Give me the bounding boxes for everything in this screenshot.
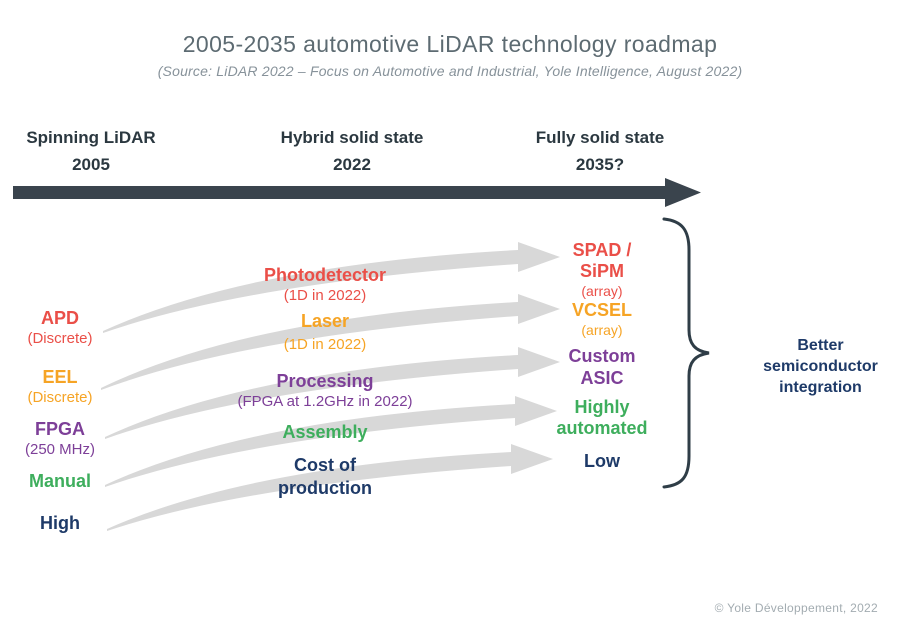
row-left-label: APD [40, 308, 79, 328]
brace-label: Better semiconductor integration [763, 337, 878, 396]
row-right-note: (array) [581, 283, 623, 299]
right-highly-automated: Highly automated [537, 397, 667, 439]
row-right-note: (array) [581, 322, 623, 338]
mid-laser: Laser (1D in 2022) [220, 311, 430, 354]
row-right-label: SPAD / SiPM [572, 240, 632, 281]
left-apd: APD (Discrete) [0, 308, 120, 348]
row-mid-label: Laser [300, 311, 350, 331]
stage-hybrid-solid-state: Hybrid solid state 2022 [252, 127, 452, 176]
row-mid-note: (1D in 2022) [283, 336, 367, 353]
row-left-label: FPGA [34, 419, 85, 439]
right-brace-icon [662, 217, 710, 489]
mid-processing: Processing (FPGA at 1.2GHz in 2022) [220, 371, 430, 411]
row-left-note: (Discrete) [27, 389, 93, 406]
stage-label: Fully solid state [535, 128, 665, 147]
timeline-arrow-icon [13, 178, 701, 207]
left-manual: Manual [0, 471, 120, 492]
row-mid-label: Photodetector [263, 265, 386, 285]
row-right-label: VCSEL [571, 300, 632, 320]
trend-arrow-icon [105, 396, 557, 487]
mid-assembly: Assembly [220, 422, 430, 443]
right-low: Low [537, 451, 667, 472]
page-subtitle: (Source: LiDAR 2022 – Focus on Automotiv… [157, 63, 743, 79]
footer-credit: © Yole Développement, 2022 [714, 601, 878, 615]
trend-arrow-icon [107, 444, 553, 531]
right-vcsel: VCSEL (array) [537, 300, 667, 340]
stage-spinning-lidar: Spinning LiDAR 2005 [0, 127, 182, 176]
row-mid-label: Cost of production [278, 455, 372, 498]
mid-photodetector: Photodetector (1D in 2022) [220, 265, 430, 305]
row-right-label: Low [584, 451, 620, 471]
stage-year: 2035? [575, 155, 625, 174]
row-mid-note: (FPGA at 1.2GHz in 2022) [237, 393, 413, 410]
row-left-note: (Discrete) [27, 330, 93, 347]
trend-arrow-icon [103, 242, 560, 333]
left-eel: EEL (Discrete) [0, 367, 120, 407]
stage-fully-solid-state: Fully solid state 2035? [500, 127, 700, 176]
right-spad-sipm: SPAD / SiPM (array) [537, 240, 667, 301]
row-mid-label: Assembly [282, 422, 368, 442]
stage-label: Hybrid solid state [280, 128, 424, 147]
left-high: High [0, 513, 120, 534]
trend-arrow-icon [101, 294, 560, 390]
row-left-note: (250 MHz) [24, 441, 95, 458]
row-right-label: Highly automated [556, 397, 648, 438]
stage-label: Spinning LiDAR [26, 128, 156, 147]
stage-year: 2005 [72, 155, 110, 174]
left-fpga: FPGA (250 MHz) [0, 419, 120, 459]
right-custom-asic: Custom ASIC [537, 345, 667, 389]
row-left-label: Manual [28, 471, 91, 491]
row-right-label: Custom ASIC [568, 346, 636, 388]
stage-year: 2022 [333, 155, 371, 174]
row-left-label: High [40, 513, 80, 533]
row-left-label: EEL [42, 367, 78, 387]
row-mid-note: (1D in 2022) [283, 287, 367, 304]
trend-arrow-icon [105, 347, 560, 439]
row-mid-label: Processing [276, 371, 374, 391]
mid-cost-of-production: Cost of production [220, 454, 430, 500]
page-title: 2005-2035 automotive LiDAR technology ro… [182, 31, 718, 57]
